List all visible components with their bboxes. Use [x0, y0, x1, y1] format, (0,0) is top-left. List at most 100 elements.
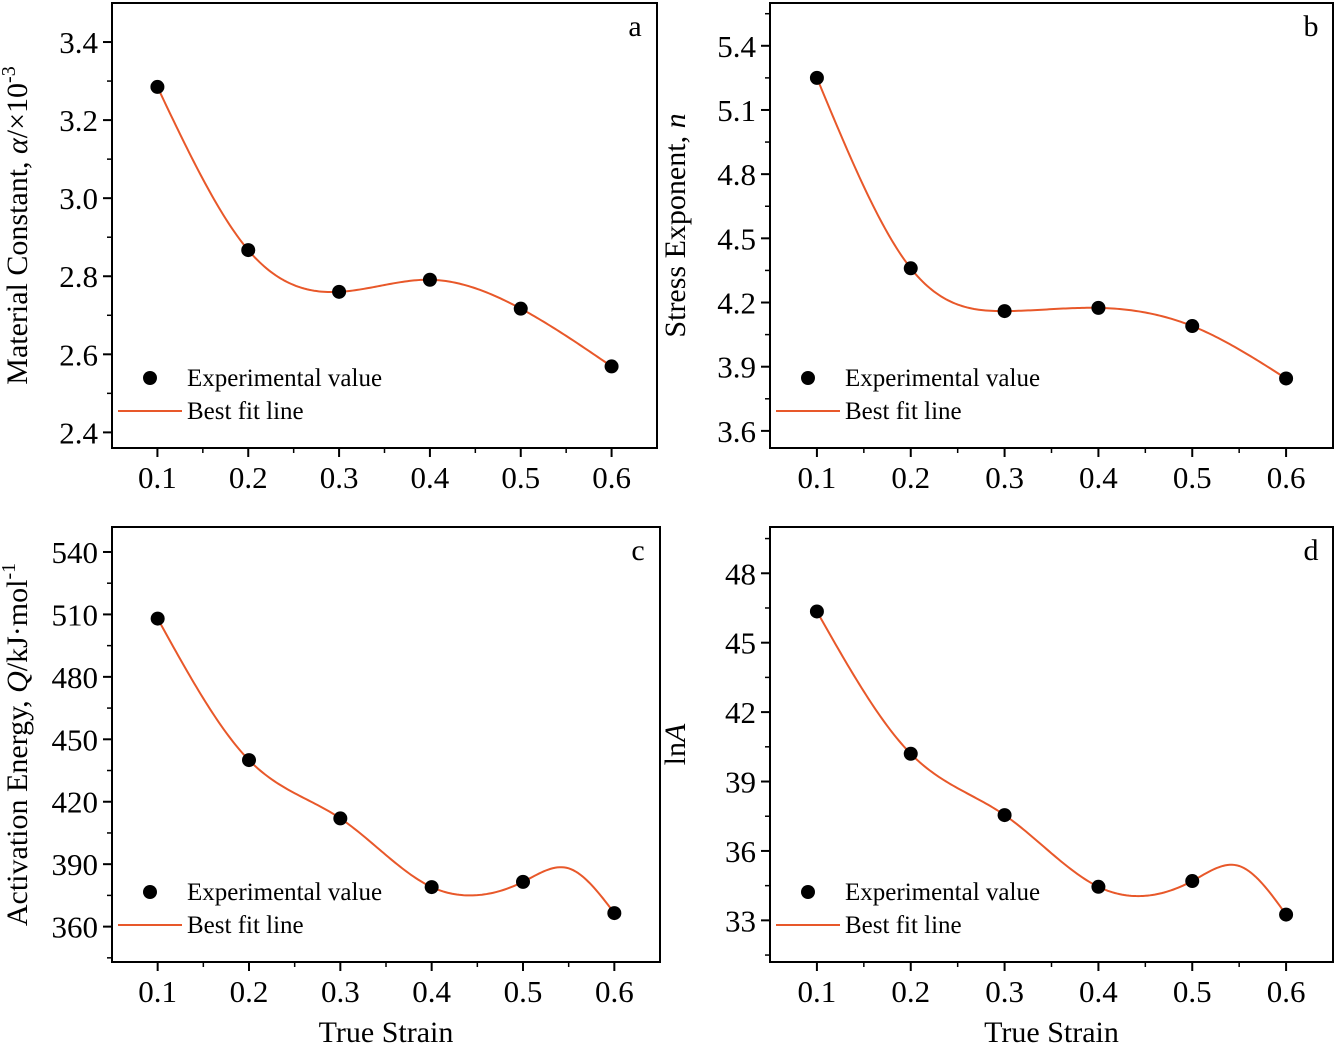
panel-letter: a: [628, 10, 641, 43]
legend-marker: [801, 885, 815, 899]
x-tick-label: 0.5: [504, 974, 543, 1009]
legend-marker: [143, 371, 157, 385]
data-point: [241, 243, 256, 258]
data-point: [809, 70, 824, 85]
data-point: [997, 808, 1012, 823]
x-tick-label: 0.2: [891, 460, 930, 495]
fit-line: [156, 618, 616, 914]
y-tick-label: 2.6: [59, 337, 98, 372]
legend-label-fit: Best fit line: [187, 398, 304, 425]
y-tick-label: 420: [52, 785, 99, 820]
y-tick-label: 3.4: [59, 25, 98, 60]
data-point: [1279, 371, 1294, 386]
x-tick-label: 0.4: [1079, 460, 1118, 495]
y-tick-label: 360: [52, 910, 99, 945]
y-tick-label: 390: [52, 847, 99, 882]
y-axis-title: Material Constant, α/×10-3: [0, 66, 34, 384]
panel-letter: b: [1304, 10, 1319, 43]
y-tick-label: 3.6: [717, 414, 756, 449]
data-point: [150, 611, 165, 626]
data-point: [333, 811, 348, 826]
x-axis-title: True Strain: [319, 1016, 454, 1049]
legend-label-fit: Best fit line: [845, 398, 962, 425]
y-tick-label: 540: [52, 535, 99, 570]
panel-d: d 0.1 0.2 0.3 0.4 0.5 0.6 33 36 39 42 45 48 lnA True S…: [659, 526, 1334, 1049]
y-axis-title: lnA: [659, 723, 692, 765]
legend-label-fit: Best fit line: [187, 912, 304, 939]
x-tick-label: 0.4: [412, 974, 451, 1009]
panel-b: b 0.1 0.2 0.3 0.4 0.5 0.6 3.6 3.9 4.2 4.5 4.8 5.1 5.4…: [659, 2, 1334, 495]
y-tick-label: 4.2: [717, 286, 756, 321]
data-point: [242, 753, 256, 768]
data-point: [604, 359, 619, 374]
data-point: [516, 874, 530, 889]
legend-marker: [143, 885, 157, 899]
y-axis-title: Stress Exponent, n: [659, 113, 692, 337]
y-tick-label: 510: [52, 597, 99, 632]
x-tick-label: 0.3: [985, 974, 1024, 1009]
data-point: [1185, 319, 1200, 334]
x-tick-label: 0.2: [229, 460, 268, 495]
fit-line: [815, 77, 1287, 380]
x-tick-label: 0.3: [321, 974, 360, 1009]
y-tick-label: 480: [52, 660, 99, 695]
legend-label-experimental: Experimental value: [845, 365, 1040, 392]
legend-label-fit: Best fit line: [845, 912, 962, 939]
y-tick-label: 33: [725, 903, 756, 938]
y-tick-label: 3.2: [59, 103, 98, 138]
data-point: [513, 301, 528, 316]
x-tick-label: 0.6: [595, 974, 634, 1009]
y-axis-title: Activation Energy, Q/kJ·mol-1: [0, 563, 34, 926]
y-tick-label: 39: [725, 765, 756, 800]
y-tick-label: 42: [725, 695, 756, 730]
x-tick-label: 0.1: [138, 974, 177, 1009]
x-tick-label: 0.5: [1173, 974, 1212, 1009]
y-tick-label: 45: [725, 626, 756, 661]
data-point: [424, 880, 439, 895]
panel-a: a 0.1 0.2 0.3 0.4 0.5 0.6 2.4 2.6 2.8 3.0 3.2 3.4 Mat…: [0, 2, 658, 495]
x-tick-label: 0.5: [501, 460, 540, 495]
data-point: [607, 906, 622, 921]
x-axis-title: True Strain: [984, 1016, 1119, 1049]
data-point: [332, 284, 347, 299]
data-point: [1091, 300, 1106, 315]
y-tick-label: 3.0: [59, 181, 98, 216]
panel-letter: d: [1304, 534, 1319, 567]
x-tick-label: 0.6: [1267, 974, 1306, 1009]
panel-c: c 0.1 0.2 0.3 0.4 0.5 0.6 360 390 420 450 480 510 540…: [0, 526, 661, 1049]
x-tick-label: 0.3: [985, 460, 1024, 495]
data-point: [150, 79, 165, 94]
x-tick-label: 0.1: [138, 460, 177, 495]
legend-marker: [801, 371, 815, 385]
y-tick-label: 450: [52, 722, 99, 757]
x-tick-label: 0.3: [320, 460, 359, 495]
x-tick-label: 0.5: [1173, 460, 1212, 495]
legend-label-experimental: Experimental value: [187, 879, 382, 906]
data-point: [422, 272, 437, 287]
data-point: [1091, 879, 1106, 894]
panel-letter: c: [631, 534, 644, 567]
data-point: [1279, 907, 1294, 922]
y-tick-label: 36: [725, 834, 756, 869]
x-tick-label: 0.6: [592, 460, 631, 495]
y-tick-label: 2.8: [59, 259, 98, 294]
x-tick-label: 0.2: [891, 974, 930, 1009]
fit-line: [156, 86, 613, 368]
data-point: [903, 261, 918, 276]
data-point: [1185, 874, 1200, 889]
y-tick-label: 5.1: [717, 93, 756, 128]
x-tick-label: 0.2: [230, 974, 269, 1009]
fit-line: [816, 610, 1287, 916]
y-tick-label: 2.4: [59, 415, 98, 450]
y-tick-label: 3.9: [717, 350, 756, 385]
x-tick-label: 0.1: [798, 974, 837, 1009]
y-tick-label: 4.5: [717, 221, 756, 256]
y-tick-label: 4.8: [717, 157, 756, 192]
data-point: [809, 604, 824, 619]
x-tick-label: 0.6: [1267, 460, 1306, 495]
x-tick-label: 0.4: [411, 460, 450, 495]
legend-label-experimental: Experimental value: [187, 365, 382, 392]
y-tick-label: 48: [725, 556, 756, 591]
legend-label-experimental: Experimental value: [845, 879, 1040, 906]
